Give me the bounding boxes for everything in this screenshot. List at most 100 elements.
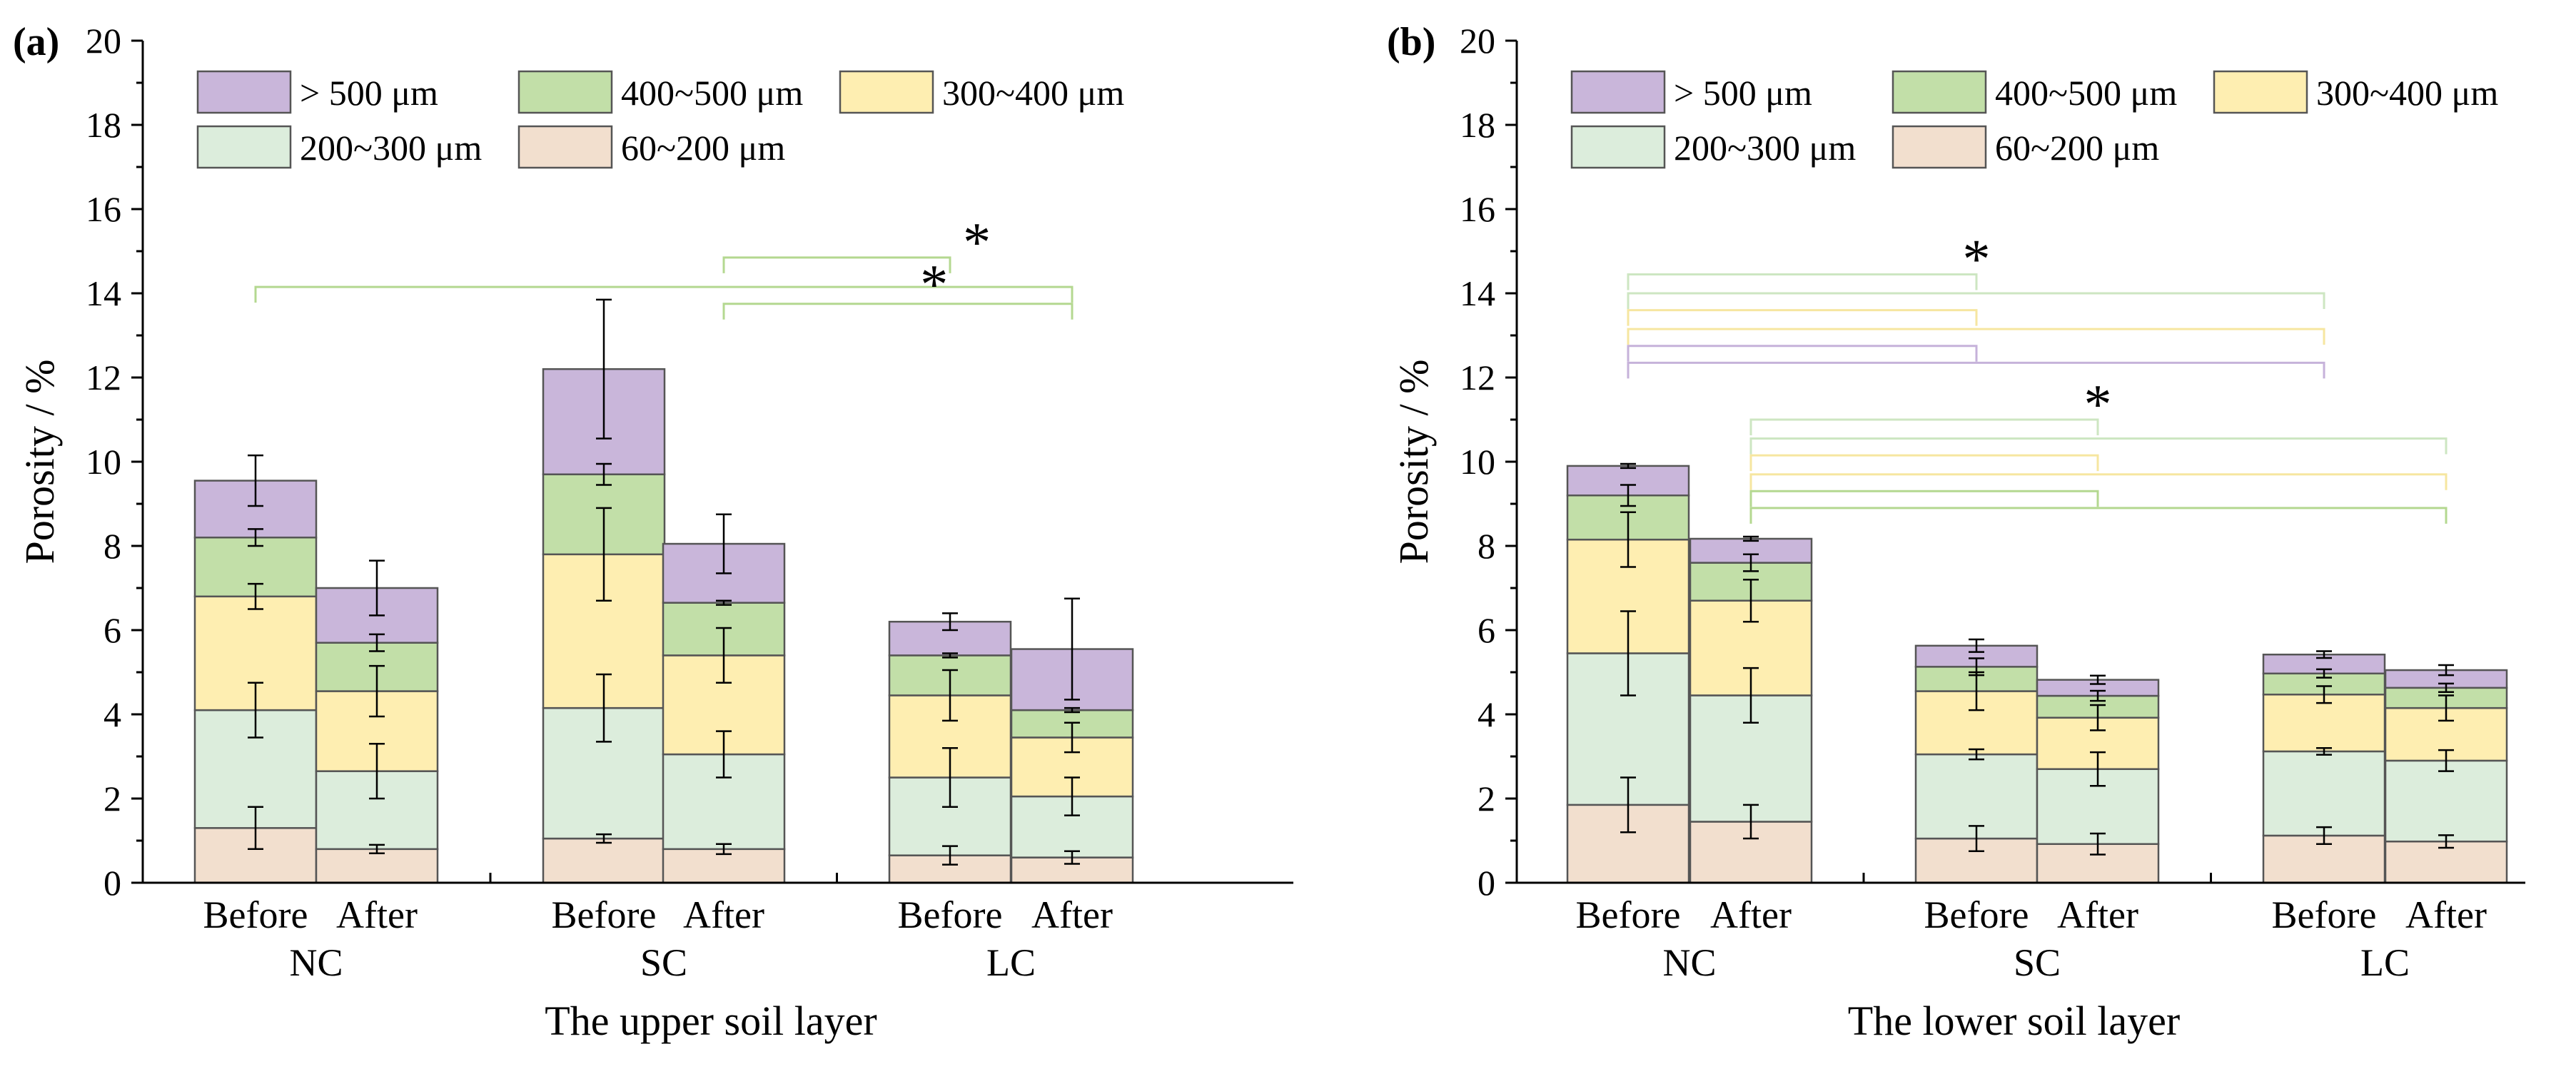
error-bar-c60_200-4 [942,845,958,866]
bar-c60_200-3 [662,848,786,884]
error-bar-c200_300-2 [596,673,612,743]
error-bar-c200_300-3 [716,730,732,779]
error-bar-c400_500-5 [1064,706,1080,714]
error-bar-c200_300-1 [369,743,385,800]
x-category-label: After [1031,893,1113,936]
error-bar-c300_400-1 [369,664,385,718]
x-category-label: Before [1576,893,1681,936]
error-bar-c60_200-0 [248,806,263,851]
y-tick-label: 14 [86,273,121,313]
legend-label-c200_300: 200~300 μm [300,128,482,168]
y-tick-label: 18 [86,105,121,145]
error-bar-c60_200-5 [1064,850,1080,865]
error-bar-c400_500-0 [1620,484,1636,507]
x-axis-title: The upper soil layer [545,998,877,1044]
error-bar-c300_400-2 [596,507,612,602]
error-bar-c200_300-5 [2438,749,2454,772]
y-tick-label: 0 [1478,863,1495,903]
legend-label-c200_300: 200~300 μm [1674,128,1856,168]
error-bar-c500-3 [2090,674,2106,685]
x-group-label: SC [640,941,687,984]
significance-bracket-1 [1627,292,2325,309]
error-bar-c400_500-4 [942,652,958,659]
legend-swatch-c400_500 [1891,70,1987,114]
error-bar-c300_400-5 [2438,694,2454,722]
x-group-label: NC [1662,941,1716,984]
y-tick-label: 12 [1460,358,1495,397]
error-bar-c500-4 [2316,650,2332,659]
legend-swatch-c500 [1570,70,1666,114]
error-bar-c400_500-1 [369,633,385,652]
error-bar-c400_500-2 [1969,657,1984,677]
legend-swatch-c300_400 [2213,70,2308,114]
series-c300_400 [1566,538,2508,770]
significance-bracket-8 [1749,454,2099,472]
x-category-label: After [683,893,764,936]
error-bar-c200_300-4 [2316,746,2332,756]
significance-bracket-2 [722,303,1074,320]
significance-bracket-9 [1749,473,2448,490]
significance-star-0: * [963,211,991,273]
error-bar-c300_400-5 [1064,721,1080,754]
error-bar-c300_400-4 [942,669,958,722]
y-axis-title: Porosity / % [16,360,63,564]
error-bar-c400_500-2 [596,462,612,486]
legend-swatch-c200_300 [1570,125,1666,169]
x-group-label: SC [2014,941,2061,984]
legend: > 500 μm 400~500 μm 300~400 μm 200~300 μm 60… [1570,70,2498,169]
y-tick-label: 6 [103,610,121,650]
error-bar-c300_400-4 [2316,685,2332,704]
significance-bracket-11 [1749,507,2448,524]
x-category-label: Before [2272,893,2377,936]
error-bar-c400_500-3 [716,599,732,606]
y-tick-label: 4 [1478,694,1495,734]
significance-bracket-10 [1749,490,2099,507]
legend-swatch-c300_400 [839,70,934,114]
legend-label-c60_200: 60~200 μm [1995,128,2159,168]
error-bar-c60_200-2 [1969,825,1984,852]
y-tick-label: 20 [1460,21,1495,61]
significance-bracket-1 [254,285,1074,303]
significance-star-0: * [1963,228,1991,290]
error-bar-c300_400-0 [1620,511,1636,568]
y-tick-label: 6 [1478,610,1495,650]
y-axis-title: Porosity / % [1390,360,1437,564]
significance-bracket-0 [1627,273,1978,290]
legend-label-c400_500: 400~500 μm [621,73,803,113]
legend-label-c500: > 500 μm [1674,73,1812,113]
x-category-label: Before [203,893,308,936]
x-axis-title: The lower soil layer [1848,998,2180,1044]
error-bar-c500-0 [1620,462,1636,470]
legend-label-c300_400: 300~400 μm [2316,73,2498,113]
x-category-label: After [1710,893,1792,936]
legend-label-c400_500: 400~500 μm [1995,73,2177,113]
y-tick-label: 14 [1460,273,1495,313]
y-tick-label: 10 [86,442,121,482]
legend-label-c300_400: 300~400 μm [942,73,1124,113]
error-bar-c400_500-0 [248,528,263,547]
legend-swatch-c60_200 [1891,125,1987,169]
bar-c60_200-2 [542,837,666,884]
x-category-label: After [336,893,418,936]
significance-bracket-7 [1749,437,2448,455]
y-tick-label: 16 [86,189,121,229]
error-bar-c400_500-1 [1743,553,1759,572]
error-bar-c500-2 [596,298,612,440]
bar-c200_300-5 [2384,759,2508,843]
y-tick-label: 20 [86,21,121,61]
error-bar-c500-1 [1743,535,1759,542]
error-bar-c500-4 [942,612,958,632]
error-bar-c300_400-0 [248,582,263,610]
y-tick-label: 16 [1460,189,1495,229]
error-bar-c400_500-3 [2090,689,2106,702]
y-tick-label: 10 [1460,442,1495,482]
y-tick-label: 2 [103,779,121,819]
error-bar-c300_400-3 [716,627,732,684]
x-category-label: Before [1924,893,2029,936]
y-tick-label: 12 [86,358,121,397]
error-bar-c60_200-3 [716,843,732,856]
panel-label: (b) [1387,20,1435,64]
x-group-label: NC [289,941,343,984]
x-category-label: After [2057,893,2138,936]
